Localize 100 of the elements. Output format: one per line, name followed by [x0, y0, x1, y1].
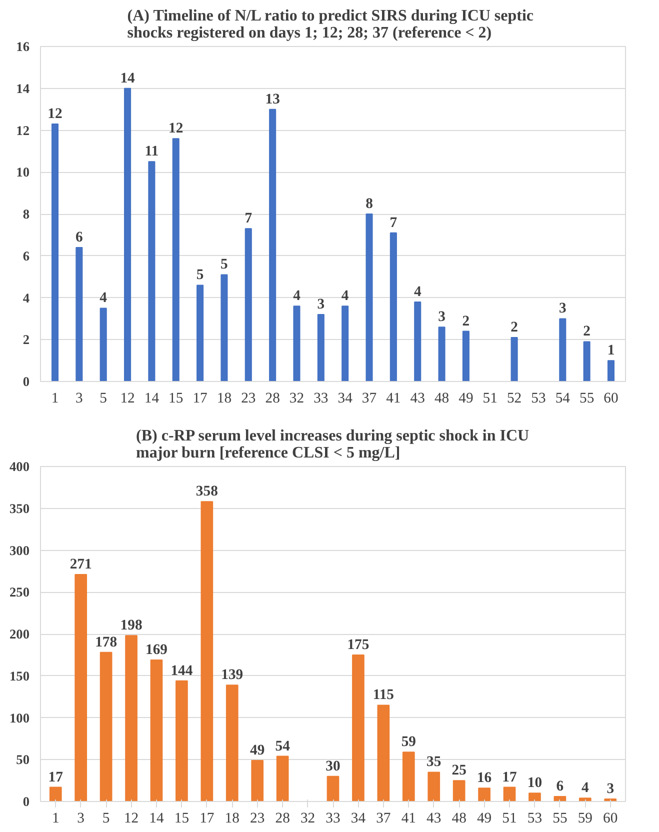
- text: 14: [120, 70, 135, 86]
- bar: [251, 760, 264, 802]
- bar: [244, 228, 252, 382]
- chart-title: (B) c-RP serum level increases during septic shock in ICU major burn [reference CLSI < 5 mg/L]: [136, 428, 530, 462]
- x-tick-label: 55: [552, 810, 568, 826]
- bar: [326, 776, 340, 802]
- y-tick-label: 16: [16, 39, 30, 54]
- data-label: 59: [401, 734, 416, 750]
- x-tick-label: 28: [275, 810, 290, 826]
- x-tick-label: 3: [77, 810, 85, 826]
- x-tick-label: 41: [401, 810, 416, 826]
- x-tick-label: 34: [338, 390, 354, 406]
- data-label: 54: [275, 738, 291, 754]
- bar: [478, 788, 490, 802]
- bar: [276, 756, 289, 802]
- data-label: 175: [347, 636, 370, 653]
- data-label: 198: [120, 618, 142, 634]
- x-tick-label: 18: [224, 810, 240, 826]
- x-tick-label: 14: [149, 810, 164, 826]
- text: 4: [341, 288, 349, 304]
- bar: [317, 314, 324, 382]
- x-tick-label: 18: [216, 390, 232, 406]
- data-label: 49: [250, 742, 265, 758]
- bar: [342, 306, 349, 382]
- x-tick-label: 48: [452, 810, 466, 826]
- x-tick-label: 12: [124, 810, 139, 826]
- x-tick-label: 43: [426, 810, 442, 826]
- x-tick-label: 53: [531, 390, 546, 406]
- x-tick-label: 37: [362, 390, 377, 406]
- bar: [100, 652, 112, 802]
- x-tick-label: 17: [200, 810, 214, 826]
- x-tick-label: 23: [241, 390, 256, 406]
- y-tick-label: 4: [22, 290, 30, 306]
- bar: [352, 654, 364, 802]
- data-label: 17: [502, 769, 517, 786]
- chart-title: (A) Timeline of N/L ratio to predict SIRS during ICU septic shocks registered on days 1; 12; 28; 37 (reference < 2): [127, 8, 534, 42]
- x-tick-label: 1: [51, 390, 59, 406]
- data-label: 6: [556, 778, 564, 794]
- y-tick-label: 0: [22, 374, 30, 389]
- x-tick-label: 43: [410, 390, 425, 406]
- data-label: 4: [581, 780, 590, 796]
- data-label: 3: [606, 780, 614, 797]
- bar: [503, 786, 516, 802]
- data-label: 169: [146, 642, 168, 658]
- x-tick-label: 14: [144, 390, 160, 406]
- x-tick-label: 5: [102, 810, 110, 826]
- y-tick-label: 200: [10, 626, 30, 642]
- text: 3: [317, 296, 325, 312]
- data-label: 16: [476, 770, 492, 786]
- text: 5: [220, 256, 228, 273]
- text: 5: [196, 267, 204, 284]
- bar: [510, 337, 518, 382]
- x-tick-label: 15: [168, 390, 184, 406]
- bar: [76, 247, 83, 382]
- bar: [528, 792, 541, 802]
- text: 4: [100, 290, 108, 306]
- y-tick-label: 6: [22, 248, 30, 264]
- x-tick-label: 53: [527, 810, 542, 826]
- bar: [148, 161, 156, 382]
- x-tick-label: 60: [604, 390, 618, 406]
- bar: [125, 635, 138, 802]
- text: 3: [438, 309, 446, 326]
- bar: [583, 341, 590, 382]
- y-tick-label: 10: [16, 164, 30, 180]
- x-tick-label: 48: [434, 390, 450, 406]
- bar: [124, 88, 132, 382]
- y-tick-label: 0: [22, 794, 30, 809]
- x-tick-label: 41: [386, 390, 401, 406]
- text: 2: [462, 313, 470, 330]
- bar: [220, 274, 228, 382]
- text: 12: [48, 106, 62, 122]
- data-label: 30: [326, 758, 340, 774]
- x-tick-label: 34: [350, 810, 366, 826]
- bar: [452, 780, 466, 802]
- y-tick-label: 300: [10, 542, 30, 558]
- bar: [49, 786, 62, 802]
- data-label: 271: [70, 556, 92, 573]
- text: 6: [76, 230, 83, 246]
- data-label: 139: [221, 667, 244, 684]
- x-tick-label: 59: [578, 810, 592, 826]
- x-tick-label: 15: [174, 810, 190, 826]
- bar: [390, 232, 397, 382]
- bar: [607, 360, 615, 382]
- bar: [438, 326, 446, 382]
- text: 8: [366, 196, 373, 212]
- x-tick-label: 54: [555, 390, 571, 406]
- x-tick-label: 37: [376, 810, 391, 826]
- bar: [196, 284, 204, 382]
- bar: [366, 214, 373, 382]
- y-tick-label: 250: [10, 584, 30, 600]
- data-label: 178: [95, 634, 118, 650]
- bar: [377, 704, 390, 802]
- bar: [172, 138, 180, 382]
- x-tick-label: 33: [326, 810, 340, 826]
- x-tick-label: 5: [100, 390, 108, 406]
- text: 2: [583, 324, 590, 340]
- x-tick-label: 32: [300, 810, 316, 826]
- text: 13: [265, 91, 280, 108]
- text: 1: [607, 342, 615, 359]
- y-tick-label: 350: [10, 500, 30, 516]
